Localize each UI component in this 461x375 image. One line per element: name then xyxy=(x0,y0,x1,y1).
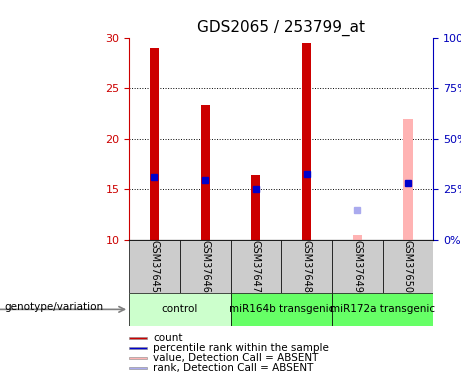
Bar xyxy=(281,240,332,292)
Text: GSM37646: GSM37646 xyxy=(200,240,210,292)
Bar xyxy=(332,292,433,326)
Text: GSM37645: GSM37645 xyxy=(149,240,160,293)
Text: GSM37647: GSM37647 xyxy=(251,240,261,293)
Bar xyxy=(383,240,433,292)
Bar xyxy=(129,357,147,359)
Text: rank, Detection Call = ABSENT: rank, Detection Call = ABSENT xyxy=(154,363,314,373)
Text: GSM37650: GSM37650 xyxy=(403,240,413,293)
Bar xyxy=(230,292,332,326)
Bar xyxy=(150,48,159,240)
Text: value, Detection Call = ABSENT: value, Detection Call = ABSENT xyxy=(154,353,319,363)
Text: control: control xyxy=(162,304,198,314)
Bar xyxy=(251,175,260,240)
Text: miR164b transgenic: miR164b transgenic xyxy=(229,304,334,314)
Bar xyxy=(353,235,362,240)
Bar xyxy=(332,240,383,292)
Bar xyxy=(129,347,147,349)
Text: miR172a transgenic: miR172a transgenic xyxy=(330,304,435,314)
Bar xyxy=(129,337,147,339)
Bar xyxy=(180,240,230,292)
Bar xyxy=(230,240,281,292)
Bar xyxy=(403,118,413,240)
Text: count: count xyxy=(154,333,183,343)
Bar xyxy=(129,367,147,369)
Text: GSM37648: GSM37648 xyxy=(301,240,312,292)
Text: genotype/variation: genotype/variation xyxy=(5,303,104,312)
Bar xyxy=(129,240,180,292)
Bar xyxy=(129,292,230,326)
Bar xyxy=(302,43,311,240)
Bar xyxy=(201,105,210,240)
Title: GDS2065 / 253799_at: GDS2065 / 253799_at xyxy=(197,20,365,36)
Text: percentile rank within the sample: percentile rank within the sample xyxy=(154,343,329,353)
Text: GSM37649: GSM37649 xyxy=(352,240,362,292)
